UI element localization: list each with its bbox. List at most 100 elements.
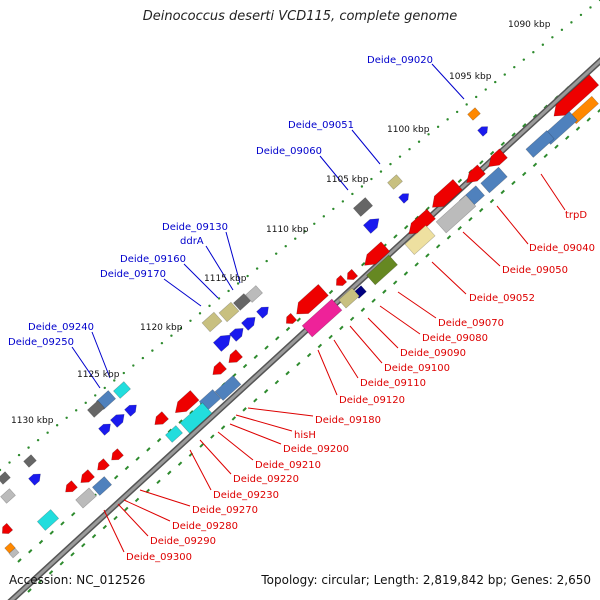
scale-dot <box>351 192 354 196</box>
scale-dot <box>513 65 516 69</box>
forward-gene-label: ddrA <box>180 236 204 247</box>
tick-dash <box>91 533 97 539</box>
tick-dash <box>532 162 538 168</box>
kbp-tick-label: 1120 kbp <box>140 323 183 333</box>
scale-dot <box>570 21 573 24</box>
reverse-gene <box>525 130 555 158</box>
tick-dash <box>253 398 258 403</box>
tick-dash <box>392 280 398 285</box>
forward-gene <box>28 473 41 486</box>
reverse-gene-label: Deide_09300 <box>126 552 192 563</box>
scale-dot <box>17 453 21 457</box>
scale-dot <box>8 461 11 464</box>
scale-dot <box>322 215 326 218</box>
tick-dash <box>435 244 441 249</box>
forward-gene <box>477 126 489 137</box>
forward-gene <box>0 488 16 504</box>
kbp-tick-label: 1100 kbp <box>387 125 430 135</box>
tick-dash <box>468 216 473 222</box>
tick-dash <box>49 530 54 535</box>
tick-dash <box>59 561 64 566</box>
scale-dot <box>274 252 278 255</box>
kbp-tick-label: 1105 kbp <box>326 175 369 185</box>
tick-dash <box>403 224 409 230</box>
scale-dot <box>103 386 106 390</box>
scale-dot <box>332 207 335 211</box>
leader-line <box>183 263 219 299</box>
tick-dash <box>446 235 452 240</box>
tick-dash <box>489 150 495 156</box>
scale-dot <box>560 28 564 32</box>
tick-dash <box>27 588 32 593</box>
tick-dash <box>178 419 183 424</box>
leader-line <box>123 499 171 522</box>
tick-dash <box>489 198 495 204</box>
reverse-gene-label: Deide_09040 <box>529 243 595 254</box>
map-title: Deinococcus deserti VCD115, complete gen… <box>142 9 458 24</box>
reverse-gene-label: Deide_09070 <box>438 318 504 329</box>
reverse-gene <box>435 194 477 234</box>
tick-dash <box>102 524 107 530</box>
reverse-gene-label: Deide_09230 <box>213 490 279 501</box>
tick-dash <box>60 521 65 526</box>
leader-line <box>351 129 381 165</box>
label-leader-lines <box>71 63 566 553</box>
tick-dash <box>328 334 333 340</box>
forward-gene <box>23 454 37 468</box>
tick-dash <box>565 135 570 140</box>
tick-dash <box>210 434 215 439</box>
scale-dot <box>141 356 145 360</box>
tick-dash <box>425 253 430 258</box>
scale-dot <box>198 312 202 315</box>
tick-dash <box>339 325 344 331</box>
reverse-gene <box>553 74 600 117</box>
leader-line <box>229 423 282 445</box>
tick-dash <box>220 425 226 430</box>
scale-dot <box>589 6 592 9</box>
kbp-tick-label: 1090 kbp <box>508 20 551 30</box>
scale-dot <box>132 364 135 367</box>
forward-gene <box>110 413 125 428</box>
forward-gene <box>256 306 269 319</box>
scale-dot <box>160 341 164 345</box>
scale-dot <box>551 36 554 39</box>
tick-dash <box>242 363 248 369</box>
scale-dot <box>446 118 449 121</box>
tick-dash <box>38 539 44 545</box>
scale-dot <box>94 394 97 397</box>
reverse-gene <box>4 542 16 554</box>
reverse-gene <box>8 547 20 559</box>
scale-dot <box>255 267 259 270</box>
tick-dash <box>242 407 247 412</box>
scale-dot <box>246 274 249 278</box>
scale-dot <box>379 170 383 173</box>
tick-dash <box>48 570 54 575</box>
tick-dash <box>479 160 484 165</box>
reverse-gene <box>346 268 359 280</box>
tick-dash <box>360 261 366 267</box>
reverse-gene <box>335 274 348 286</box>
tick-dash <box>371 298 376 303</box>
tick-dash <box>81 543 86 548</box>
tick-dash <box>113 474 119 480</box>
scale-dot <box>27 446 30 449</box>
leader-line <box>139 489 191 507</box>
leader-line <box>319 155 349 191</box>
forward-gene <box>362 218 380 234</box>
leader-line <box>431 261 467 295</box>
tick-dash <box>328 289 334 295</box>
tick-dash <box>586 117 591 122</box>
reverse-gene <box>408 208 436 235</box>
scale-dot <box>522 58 526 61</box>
tick-dash <box>457 226 462 231</box>
forward-gene <box>201 311 223 333</box>
leader-line <box>217 431 254 461</box>
reverse-gene <box>80 469 95 484</box>
scale-dot <box>46 431 49 434</box>
scale-dot <box>151 349 154 352</box>
leader-line <box>317 349 338 396</box>
scale-dot <box>579 13 583 17</box>
reverse-gene <box>466 164 486 184</box>
forward-gene <box>352 197 374 217</box>
